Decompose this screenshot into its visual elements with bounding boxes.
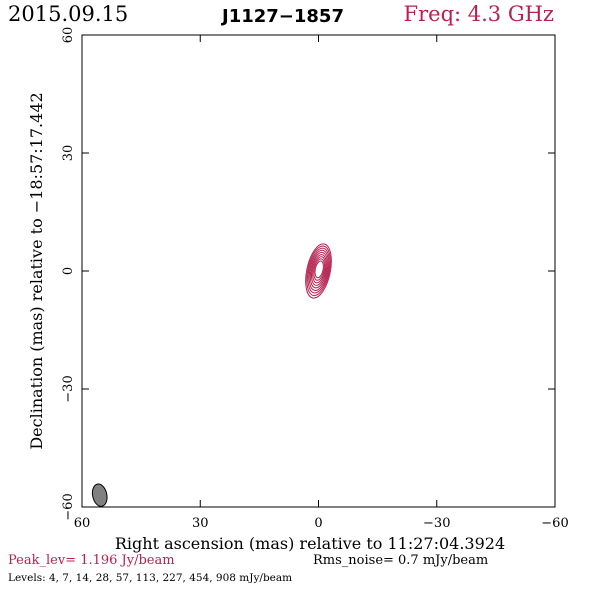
beam-shape <box>91 483 108 507</box>
rms-noise: Rms_noise= 0.7 mJy/beam <box>313 553 489 568</box>
contour-level <box>309 251 328 289</box>
contour-level <box>308 249 329 291</box>
epoch-date: 2015.09.15 <box>8 2 129 26</box>
contour-levels: Levels: 4, 7, 14, 28, 57, 113, 227, 454,… <box>8 572 293 584</box>
contour-level <box>307 247 330 294</box>
contour-level <box>312 256 326 284</box>
axis-ticks <box>81 34 556 508</box>
x-axis-title: Right ascension (mas) relative to 11:27:… <box>115 534 505 553</box>
peak-level: Peak_lev= 1.196 Jy/beam <box>8 553 175 568</box>
x-tick-label: 0 <box>314 516 322 531</box>
y-tick-label: 0 <box>61 267 76 275</box>
contour-level <box>313 258 325 281</box>
x-tick-label: 60 <box>74 516 91 531</box>
y-tick-label: −60 <box>61 493 76 520</box>
x-tick-label: −30 <box>423 516 450 531</box>
y-axis-title: Declination (mas) relative to −18:57:17.… <box>27 92 46 449</box>
x-tick-labels: 60 30 0 −30 −60 <box>74 516 569 531</box>
x-tick-label: 30 <box>192 516 209 531</box>
contour-level <box>306 245 331 297</box>
plot-frame <box>81 34 556 508</box>
y-tick-label: 30 <box>61 145 76 162</box>
y-tick-labels: −60 −30 0 30 60 <box>61 27 76 521</box>
x-tick-label: −60 <box>541 516 568 531</box>
beam-ellipse <box>91 483 108 507</box>
contour-level <box>311 254 327 286</box>
contour-level <box>305 243 332 299</box>
contour-level <box>314 260 324 279</box>
y-tick-label: 60 <box>61 27 76 44</box>
y-tick-label: −30 <box>61 375 76 402</box>
source-name: J1127−1857 <box>222 6 344 27</box>
source-contours <box>305 243 332 299</box>
frequency-label: Freq: 4.3 GHz <box>403 2 554 26</box>
